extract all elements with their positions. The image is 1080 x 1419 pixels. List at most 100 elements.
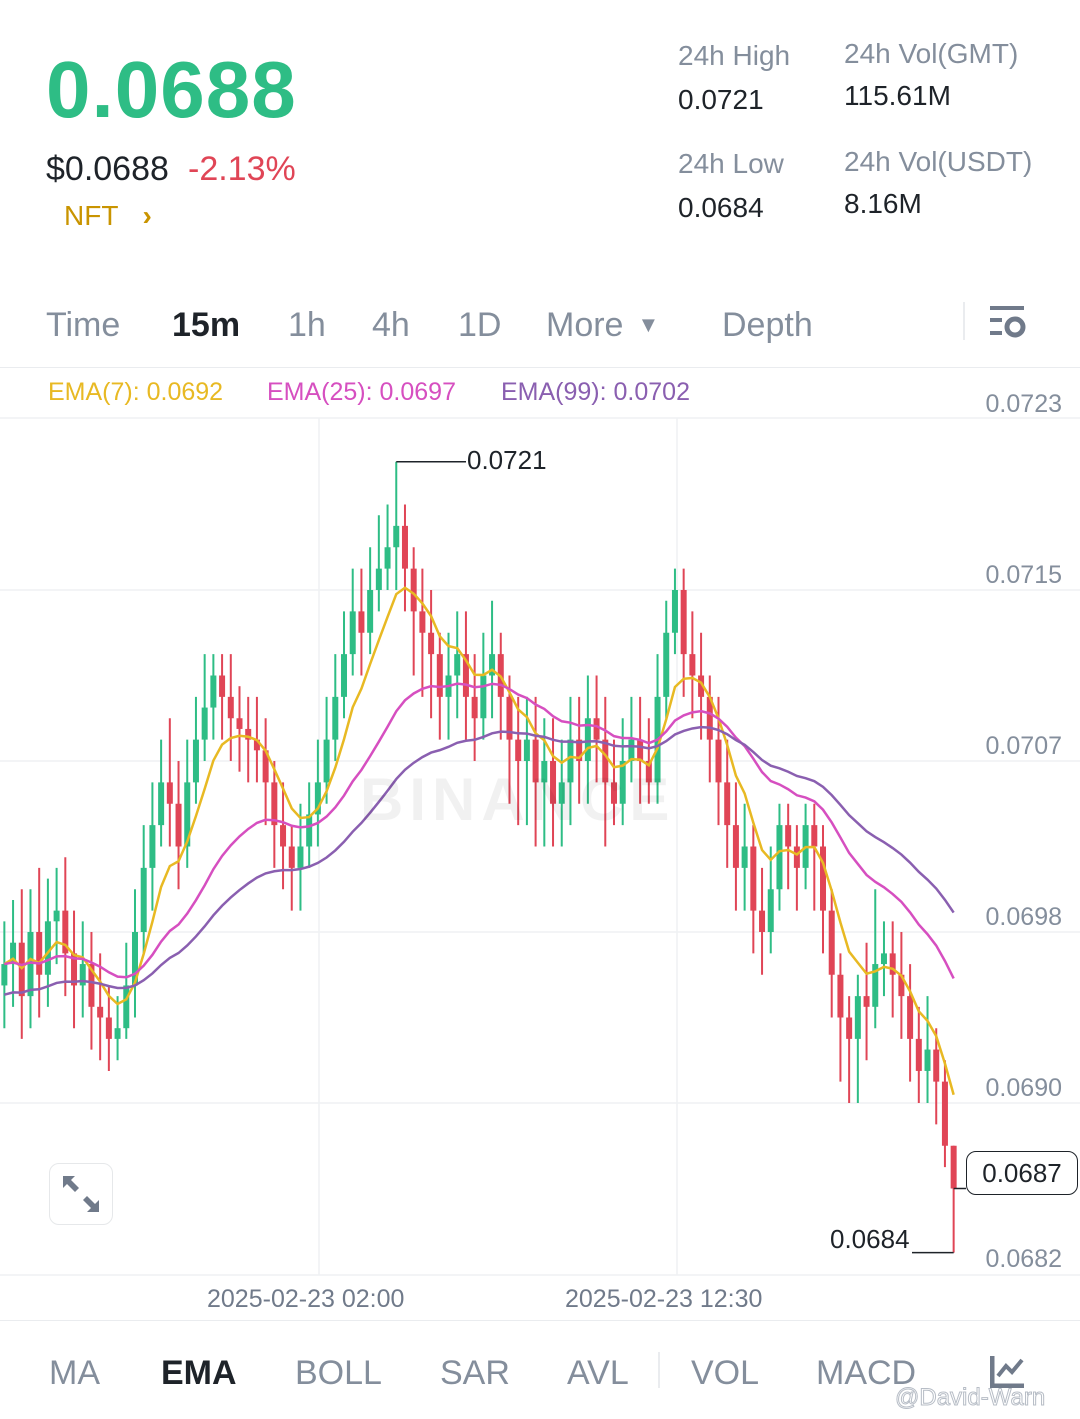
candle-body bbox=[44, 921, 51, 975]
stat-value: 8.16M bbox=[844, 188, 922, 219]
candle-body bbox=[306, 814, 313, 847]
candle-body bbox=[776, 825, 783, 890]
candle-body bbox=[619, 761, 626, 804]
divider bbox=[658, 1352, 660, 1388]
candle-body bbox=[523, 739, 530, 761]
caret-down-icon: ▼ bbox=[637, 312, 660, 337]
tab-1h[interactable]: 1h bbox=[288, 306, 326, 344]
tab-15m[interactable]: 15m bbox=[172, 306, 241, 344]
candle-body bbox=[140, 867, 147, 932]
ema7-legend: EMA(7): 0.0692 bbox=[48, 378, 224, 406]
candle-body bbox=[158, 782, 165, 826]
candle-body bbox=[332, 696, 339, 740]
candle-body bbox=[166, 782, 173, 804]
tab-label: More bbox=[546, 306, 624, 344]
candle-body bbox=[532, 739, 539, 783]
indicator-macd[interactable]: MACD bbox=[816, 1354, 917, 1392]
nft-tag-link[interactable]: NFT › bbox=[64, 200, 152, 232]
candle-body bbox=[349, 611, 356, 655]
candle-body bbox=[610, 782, 617, 804]
candle-body bbox=[828, 910, 835, 975]
candle-body bbox=[253, 739, 260, 751]
candle-body bbox=[236, 718, 243, 729]
candle-body bbox=[715, 739, 722, 783]
candle-body bbox=[192, 739, 199, 783]
ema7-line bbox=[3, 586, 955, 1096]
indicator-avl[interactable]: AVL bbox=[567, 1354, 629, 1392]
fullscreen-button[interactable] bbox=[49, 1163, 113, 1225]
candle-body bbox=[401, 525, 408, 569]
candle-body bbox=[410, 568, 417, 612]
candle-body bbox=[750, 846, 757, 911]
candle-body bbox=[201, 707, 208, 740]
candle-body bbox=[358, 611, 365, 633]
candle-body bbox=[36, 932, 43, 975]
candle-body bbox=[602, 739, 609, 783]
usd-price: $0.0688 bbox=[46, 150, 169, 188]
candle-body bbox=[227, 696, 234, 719]
candle-body bbox=[785, 825, 792, 847]
y-tick: 0.0707 bbox=[985, 732, 1062, 760]
candle-body bbox=[941, 1081, 948, 1146]
candle-body bbox=[645, 761, 652, 783]
candle-body bbox=[419, 611, 426, 633]
stat-value: 115.61M bbox=[844, 80, 951, 111]
candle-body bbox=[367, 590, 374, 633]
candle-body bbox=[436, 654, 443, 697]
stat-label: 24h Vol(GMT) bbox=[844, 38, 1019, 69]
candle-body bbox=[793, 846, 800, 868]
credit-watermark: @David-Warn bbox=[894, 1384, 1046, 1412]
candle-body bbox=[210, 675, 217, 708]
candle-body bbox=[724, 782, 731, 826]
ema99-legend: EMA(99): 0.0702 bbox=[501, 378, 690, 406]
candle-body bbox=[105, 1017, 112, 1039]
stat-label: 24h Vol(USDT) bbox=[844, 146, 1033, 177]
indicator-boll[interactable]: BOLL bbox=[295, 1354, 382, 1392]
candle-body bbox=[907, 996, 914, 1039]
candle-body bbox=[732, 825, 739, 868]
candle-body bbox=[550, 761, 557, 804]
tag-label: NFT bbox=[64, 200, 119, 231]
tab-4h[interactable]: 4h bbox=[372, 306, 410, 344]
candle-body bbox=[462, 654, 469, 697]
candle-body bbox=[759, 910, 766, 932]
candle-body bbox=[541, 761, 548, 783]
candle-body bbox=[428, 632, 435, 655]
candle-body bbox=[767, 889, 774, 932]
tab-1d[interactable]: 1D bbox=[458, 306, 502, 344]
candle-body bbox=[123, 985, 130, 1029]
candle-body bbox=[114, 1028, 121, 1039]
tab-time[interactable]: Time bbox=[46, 306, 121, 344]
indicator-settings-icon[interactable] bbox=[989, 1354, 1026, 1393]
candle-body bbox=[872, 964, 879, 1007]
candle-body bbox=[62, 910, 69, 954]
candle-body bbox=[567, 739, 574, 783]
candle-body bbox=[271, 782, 278, 826]
candle-body bbox=[10, 942, 17, 965]
candle-body bbox=[706, 696, 713, 740]
candle-body bbox=[558, 782, 565, 804]
divider bbox=[963, 302, 965, 340]
low-marker: 0.0684 bbox=[830, 1224, 910, 1254]
candle-body bbox=[341, 654, 348, 697]
candlestick-chart[interactable] bbox=[0, 0, 1080, 1320]
x-tick: 2025-02-23 02:00 bbox=[207, 1285, 405, 1313]
tab-depth[interactable]: Depth bbox=[722, 306, 813, 344]
candle-body bbox=[915, 1038, 922, 1071]
candle-body bbox=[53, 910, 60, 922]
candle-body bbox=[924, 1049, 931, 1071]
indicator-sar[interactable]: SAR bbox=[440, 1354, 510, 1392]
candle-body bbox=[837, 974, 844, 1018]
indicator-ma[interactable]: MA bbox=[49, 1354, 100, 1392]
high-marker: 0.0721 bbox=[467, 445, 547, 475]
candle-body bbox=[280, 825, 287, 847]
chart-settings-icon[interactable] bbox=[988, 304, 1028, 347]
y-tick: 0.0698 bbox=[985, 903, 1062, 931]
indicator-vol[interactable]: VOL bbox=[691, 1354, 760, 1392]
candle-body bbox=[245, 728, 252, 740]
candle-body bbox=[933, 1049, 940, 1082]
y-tick: 0.0723 bbox=[985, 390, 1062, 418]
indicator-ema[interactable]: EMA bbox=[161, 1354, 237, 1392]
tab-more[interactable]: More ▼ bbox=[546, 306, 659, 345]
candle-body bbox=[27, 932, 34, 997]
